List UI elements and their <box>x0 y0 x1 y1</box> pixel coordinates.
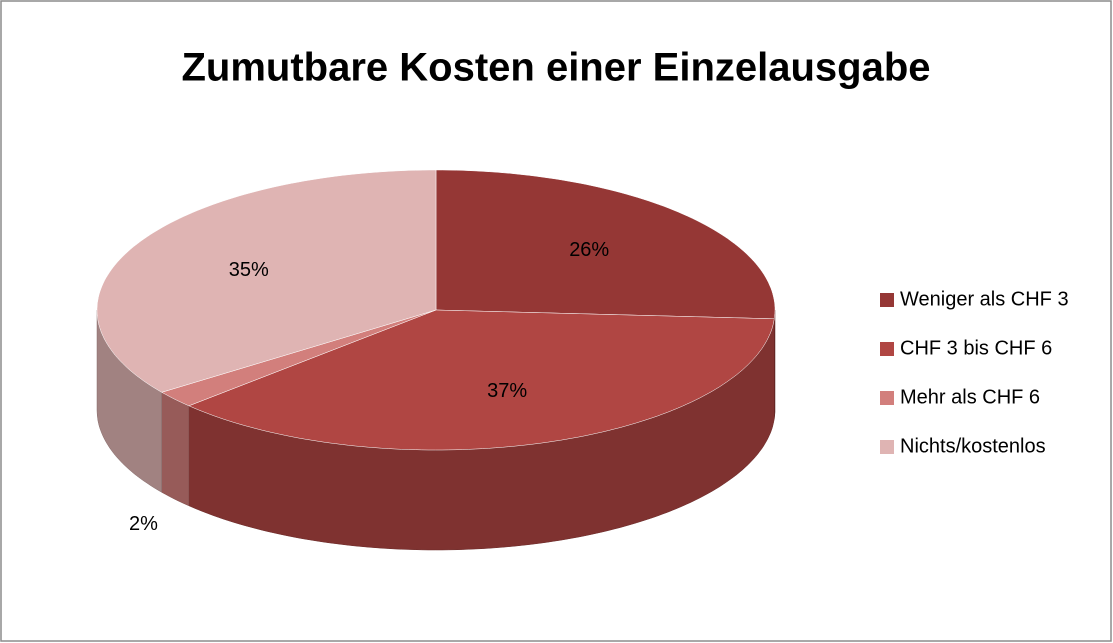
legend-swatch <box>880 293 894 307</box>
legend-swatch <box>880 342 894 356</box>
pie-slice-side <box>161 391 190 507</box>
pie-slice <box>188 309 775 451</box>
legend-label: Weniger als CHF 3 <box>900 288 1069 310</box>
legend-swatch <box>880 391 894 405</box>
pie-slice <box>435 169 776 320</box>
legend-label: Nichts/kostenlos <box>900 435 1046 457</box>
pie-slice <box>96 169 437 393</box>
legend-label: CHF 3 bis CHF 6 <box>900 337 1052 359</box>
chart-title: Zumutbare Kosten einer Einzelausgabe <box>181 46 930 90</box>
legend-swatch <box>880 440 894 454</box>
data-label: 26% <box>569 239 609 261</box>
pie-slice <box>161 309 437 407</box>
data-label: 2% <box>129 513 158 535</box>
legend-label: Mehr als CHF 6 <box>900 386 1040 408</box>
data-label: 37% <box>487 380 527 402</box>
data-label: 35% <box>229 259 269 281</box>
